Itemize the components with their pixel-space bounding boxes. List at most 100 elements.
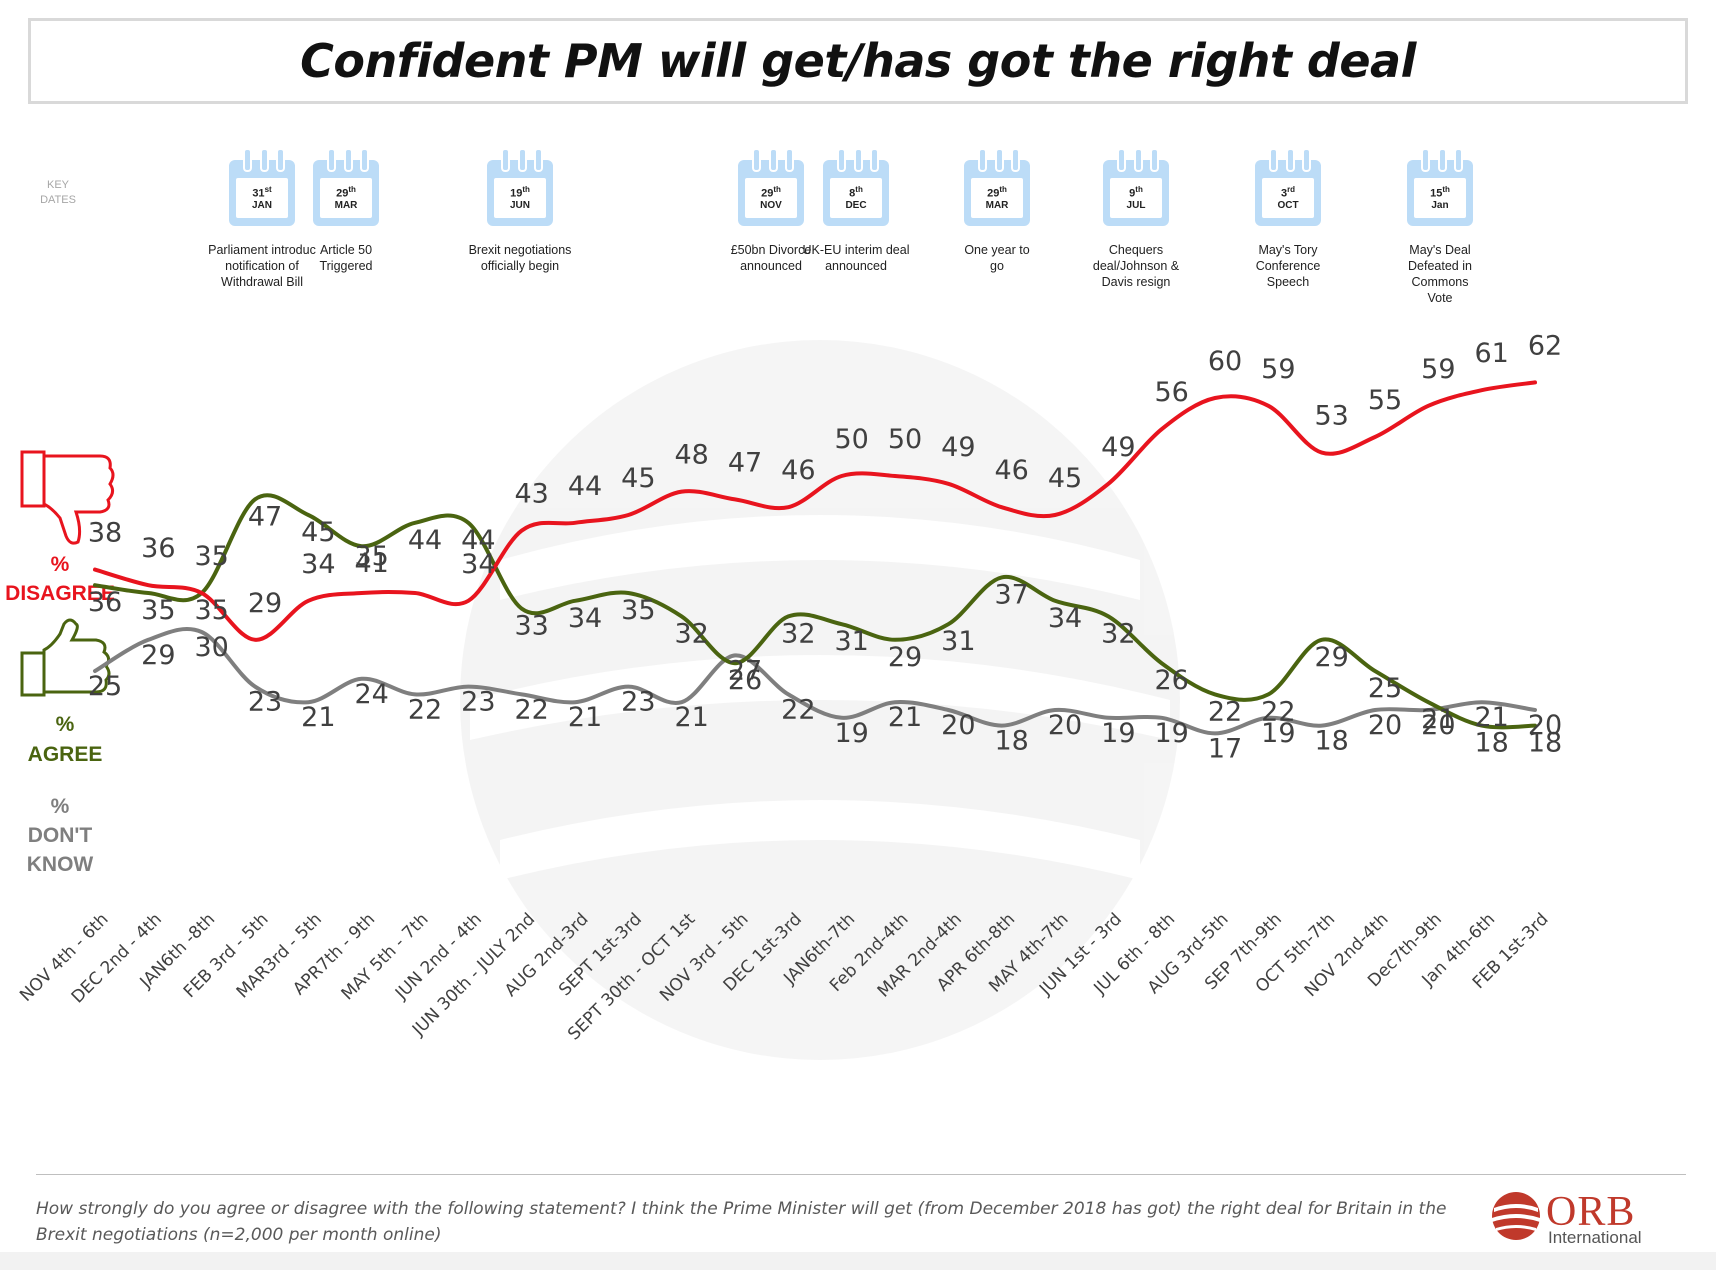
data-label-dont-know: 25 xyxy=(88,671,122,702)
data-label-dont-know: 24 xyxy=(354,679,388,710)
data-label-agree: 35 xyxy=(194,595,228,626)
event-month: JAN xyxy=(251,199,272,211)
data-label-agree: 32 xyxy=(781,618,815,649)
agree-series-line xyxy=(93,493,1537,730)
key-date-event: 9th JUL Chequers deal/Johnson & Davis resign xyxy=(1066,148,1206,290)
event-caption-line: go xyxy=(990,259,1004,273)
data-label-dont-know: 20 xyxy=(941,710,975,741)
calendar-icon: 29th MAR xyxy=(313,148,379,226)
event-caption-line: announced xyxy=(825,259,887,273)
data-label-dont-know: 19 xyxy=(1101,718,1135,749)
data-label-agree: 35 xyxy=(141,595,175,626)
data-label-dont-know: 21 xyxy=(301,702,335,733)
event-month: Jan xyxy=(1431,199,1449,211)
event-caption-line: Davis resign xyxy=(1101,275,1171,289)
event-caption-line: One year to xyxy=(964,243,1030,257)
event-caption: May's Tory Conference Speech xyxy=(1218,242,1358,290)
data-label-disagree: 49 xyxy=(1101,432,1135,463)
data-label-disagree: 34 xyxy=(461,549,495,580)
event-caption-line: May's Tory xyxy=(1258,243,1318,257)
thumbs-up-icon xyxy=(20,618,111,697)
data-label-dont-know: 22 xyxy=(781,694,815,725)
key-dates-line-2: DATES xyxy=(40,194,76,206)
calendar-icon: 8th DEC xyxy=(823,148,889,226)
data-label-dont-know: 19 xyxy=(1154,718,1188,749)
event-caption-line: Brexit negotiations xyxy=(468,243,572,257)
event-month: DEC xyxy=(845,199,867,211)
event-caption-line: deal/Johnson & xyxy=(1092,259,1180,273)
data-label-disagree: 38 xyxy=(88,518,122,549)
event-caption-line: notification of xyxy=(225,259,299,273)
data-label-dont-know: 19 xyxy=(1261,718,1295,749)
calendar-icon: 3rd OCT xyxy=(1255,148,1321,226)
data-label-agree: 22 xyxy=(1208,696,1242,727)
calendar-icon: 19th JUN xyxy=(487,148,553,226)
data-label-dont-know: 30 xyxy=(194,632,228,663)
event-day: 15th xyxy=(1430,185,1450,200)
event-month: JUN xyxy=(509,199,530,211)
series-layer xyxy=(93,380,1537,736)
event-caption: Parliament introduc notification of Withdr… xyxy=(192,242,332,290)
data-label-dont-know: 21 xyxy=(674,702,708,733)
data-label-disagree: 61 xyxy=(1474,338,1508,369)
agree-label: AGREE xyxy=(27,743,103,766)
data-label-dont-know: 23 xyxy=(461,687,495,718)
chart-title: Confident PM will get/has got the right … xyxy=(300,34,1416,88)
event-caption-line: Article 50 xyxy=(319,243,373,257)
event-day-suffix: th xyxy=(855,185,863,194)
data-label-agree: 31 xyxy=(834,626,868,657)
data-label-agree: 21 xyxy=(1421,704,1455,735)
event-caption: Brexit negotiations officially begin xyxy=(450,242,590,274)
data-label-agree: 18 xyxy=(1528,728,1562,759)
data-label-agree: 36 xyxy=(88,587,122,618)
event-caption-line: officially begin xyxy=(480,259,560,273)
event-day-suffix: th xyxy=(999,185,1007,194)
agree-percent-sign: % xyxy=(55,713,75,736)
event-caption-line: announced xyxy=(740,259,802,273)
event-day-suffix: th xyxy=(1442,185,1450,194)
key-date-event: 15th Jan May's Deal Defeated in Commons Vote xyxy=(1370,148,1510,306)
disagree-label: DISAGREE xyxy=(5,582,115,605)
data-label-disagree: 59 xyxy=(1421,354,1455,385)
data-label-agree: 37 xyxy=(994,579,1028,610)
data-label-dont-know: 23 xyxy=(248,687,282,718)
logo-wordmark: ORB xyxy=(1546,1189,1636,1235)
agree-side-label: % AGREE xyxy=(0,710,130,770)
data-label-disagree: 47 xyxy=(728,447,762,478)
event-month: OCT xyxy=(1277,199,1299,211)
data-label-disagree: 48 xyxy=(674,440,708,471)
data-label-dont-know: 21 xyxy=(568,702,602,733)
data-label-dont-know: 18 xyxy=(1314,726,1348,757)
data-label-agree: 47 xyxy=(248,501,282,532)
data-label-agree: 31 xyxy=(941,626,975,657)
event-day-suffix: th xyxy=(522,185,530,194)
event-caption-line: Speech xyxy=(1266,275,1310,289)
dont-know-label-2: KNOW xyxy=(26,853,94,876)
key-date-event: 19th JUN Brexit negotiations officially beg… xyxy=(450,148,590,274)
data-label-disagree: 35 xyxy=(194,541,228,572)
calendar-icon: 9th JUL xyxy=(1103,148,1169,226)
data-label-dont-know: 22 xyxy=(514,694,548,725)
key-date-event: 8th DEC UK-EU interim deal announced xyxy=(786,148,926,274)
event-day: 31st xyxy=(252,185,272,200)
data-label-disagree: 45 xyxy=(1048,463,1082,494)
globe-watermark xyxy=(460,340,1180,1060)
data-label-dont-know: 19 xyxy=(834,718,868,749)
data-label-agree: 35 xyxy=(621,595,655,626)
event-caption: Article 50 Triggered xyxy=(276,242,416,274)
data-label-layer: 38 36 35 29 34 35 34 43 44 45 48 47 46 50 50 49 46 45 49 56… xyxy=(88,330,1562,764)
event-caption-line: Chequers xyxy=(1108,243,1164,257)
data-label-dont-know: 18 xyxy=(994,726,1028,757)
data-label-agree: 45 xyxy=(301,517,335,548)
calendar-icon: 29th NOV xyxy=(738,148,804,226)
event-caption-line: Parliament introduc xyxy=(208,243,316,257)
event-caption: One year to go xyxy=(927,242,1067,274)
event-caption-line: Withdrawal Bill xyxy=(221,275,303,289)
event-caption-line: Vote xyxy=(1427,291,1453,305)
bottom-strip xyxy=(0,1252,1716,1270)
data-label-dont-know: 20 xyxy=(1048,710,1082,741)
orb-globe-icon xyxy=(1492,1192,1540,1240)
data-label-disagree: 45 xyxy=(621,463,655,494)
data-label-dont-know: 27 xyxy=(728,655,762,686)
data-label-disagree: 44 xyxy=(568,471,602,502)
